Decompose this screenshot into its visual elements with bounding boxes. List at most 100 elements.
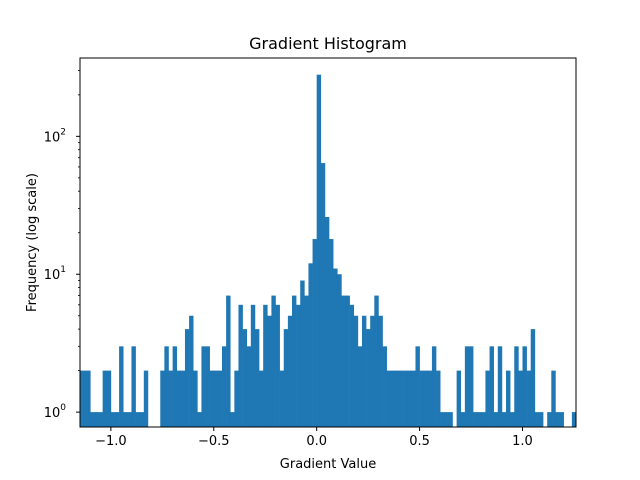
histogram-bar bbox=[345, 295, 350, 427]
x-tick-label: 1.0 bbox=[512, 434, 533, 449]
histogram-bar bbox=[222, 346, 227, 427]
histogram-bar bbox=[86, 370, 91, 427]
histogram-bar bbox=[246, 346, 252, 427]
histogram-bar bbox=[481, 412, 486, 427]
histogram-bar bbox=[296, 304, 301, 427]
histogram-bar bbox=[571, 412, 577, 427]
histogram-bar bbox=[378, 315, 383, 427]
histogram-bar bbox=[440, 412, 445, 427]
histogram-bar bbox=[403, 370, 408, 427]
histogram-bar bbox=[226, 295, 231, 427]
chart-title: Gradient Histogram bbox=[249, 34, 407, 53]
x-axis-ticks: −1.0 −0.5 0.0 0.5 1.0 bbox=[95, 427, 533, 449]
histogram-bar bbox=[522, 346, 527, 427]
histogram-bar bbox=[427, 370, 433, 427]
histogram-bar bbox=[329, 239, 334, 427]
histogram-bar bbox=[510, 412, 515, 427]
histogram-bar bbox=[106, 370, 112, 427]
x-tick-label: 0.0 bbox=[306, 434, 327, 449]
histogram-bar bbox=[127, 412, 132, 427]
histogram-bar bbox=[80, 370, 83, 427]
histogram-bar bbox=[534, 412, 540, 427]
histogram-bar bbox=[238, 304, 243, 427]
histogram-bar bbox=[242, 329, 248, 427]
histogram-bar bbox=[485, 370, 490, 427]
histogram-bar bbox=[164, 346, 169, 427]
histogram-bar bbox=[201, 346, 206, 427]
histogram-bar bbox=[143, 370, 149, 427]
histogram-bars bbox=[80, 74, 577, 427]
histogram-bar bbox=[312, 239, 317, 427]
histogram-bar bbox=[250, 304, 256, 427]
histogram-bar bbox=[139, 412, 145, 427]
histogram-bar bbox=[283, 329, 289, 427]
histogram-bar bbox=[160, 370, 165, 427]
histogram-bar bbox=[341, 295, 346, 427]
histogram-bar bbox=[538, 412, 544, 427]
histogram-bar bbox=[518, 370, 523, 427]
histogram-bar bbox=[448, 412, 453, 427]
histogram-bar bbox=[193, 370, 198, 427]
histogram-bar bbox=[189, 315, 194, 427]
histogram-bar bbox=[353, 315, 359, 427]
histogram-bar bbox=[254, 329, 260, 427]
histogram-bar bbox=[407, 370, 412, 427]
histogram-bar bbox=[110, 412, 116, 427]
histogram-bar bbox=[316, 74, 322, 427]
histogram-bar bbox=[460, 412, 466, 427]
histogram-bar bbox=[94, 412, 99, 427]
histogram-bar bbox=[287, 315, 293, 427]
histogram-bar bbox=[411, 370, 416, 427]
histogram-bar bbox=[349, 304, 355, 427]
histogram-bar bbox=[366, 329, 371, 427]
histogram-bar bbox=[123, 412, 128, 427]
histogram-bar bbox=[333, 268, 338, 427]
histogram-bar bbox=[423, 370, 429, 427]
histogram-bar bbox=[456, 370, 462, 427]
histogram-bar bbox=[382, 346, 387, 427]
histogram-bar bbox=[213, 370, 219, 427]
histogram-bar bbox=[168, 370, 173, 427]
histogram-bar bbox=[180, 370, 186, 427]
y-axis-label: Frequency (log scale) bbox=[25, 173, 40, 312]
histogram-bar bbox=[102, 370, 108, 427]
histogram-bar bbox=[506, 370, 511, 427]
histogram-bar bbox=[468, 346, 474, 427]
histogram-bar bbox=[473, 412, 478, 427]
histogram-bar bbox=[209, 370, 215, 427]
histogram-bar bbox=[547, 412, 552, 427]
x-axis-label: Gradient Value bbox=[280, 457, 376, 472]
histogram-bar bbox=[324, 217, 330, 427]
histogram-bar bbox=[514, 346, 519, 427]
histogram-bar bbox=[489, 346, 494, 427]
histogram-bar bbox=[493, 412, 499, 427]
histogram-bar bbox=[370, 315, 375, 427]
histogram-bar bbox=[415, 346, 420, 427]
histogram-bar bbox=[131, 346, 136, 427]
histogram-bar bbox=[114, 412, 120, 427]
histogram-bar bbox=[217, 370, 223, 427]
histogram-bar bbox=[176, 370, 182, 427]
histogram-bar bbox=[419, 370, 425, 427]
histogram-bar bbox=[90, 412, 95, 427]
histogram-bar bbox=[271, 295, 276, 427]
histogram-bar bbox=[477, 412, 482, 427]
histogram-bar bbox=[399, 370, 404, 427]
histogram-bar bbox=[197, 412, 202, 427]
histogram-bar bbox=[230, 412, 235, 427]
histogram-bar bbox=[337, 274, 342, 427]
histogram-bar bbox=[497, 346, 503, 427]
histogram-bar bbox=[234, 370, 239, 427]
x-tick-label: 0.5 bbox=[409, 434, 430, 449]
histogram-bar bbox=[386, 370, 392, 427]
histogram-bar bbox=[135, 412, 140, 427]
histogram-bar bbox=[300, 280, 305, 427]
histogram-bar bbox=[559, 412, 564, 427]
histogram-bar bbox=[320, 163, 326, 427]
histogram-bar bbox=[444, 412, 449, 427]
histogram-bar bbox=[275, 304, 280, 427]
histogram-bar bbox=[184, 329, 190, 427]
histogram-bar bbox=[263, 304, 268, 427]
histogram-bar bbox=[304, 295, 309, 427]
